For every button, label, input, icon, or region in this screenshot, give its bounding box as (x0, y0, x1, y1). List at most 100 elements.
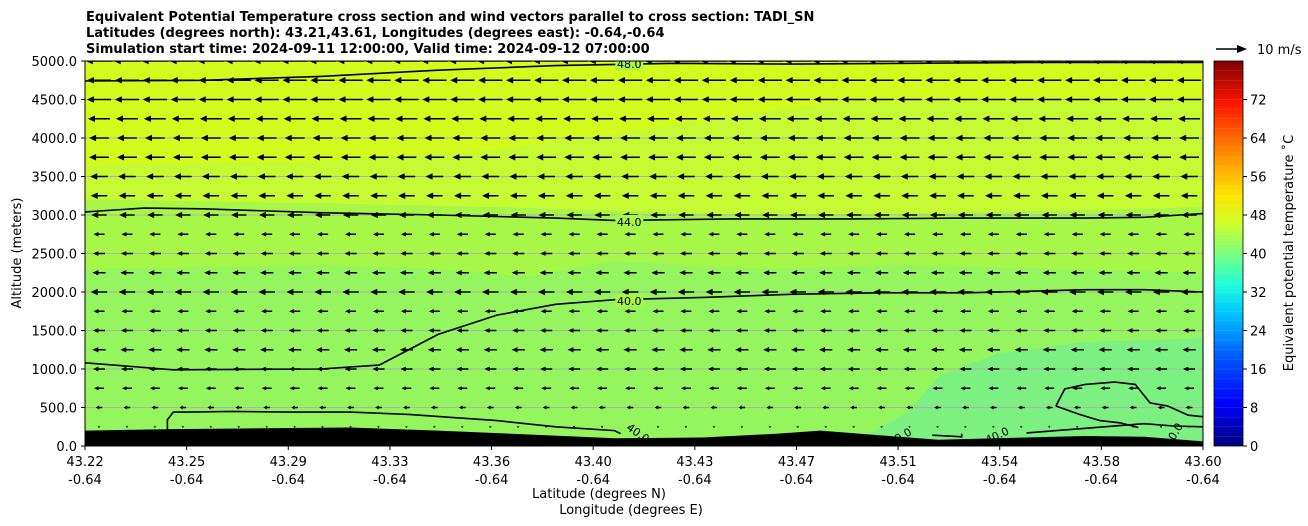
wind-vector-r13-c5 (233, 309, 245, 314)
wind-vector-r7-c6 (258, 192, 275, 199)
wind-vector-r11-c17 (567, 270, 581, 276)
wind-vector-r17-c29 (904, 386, 915, 391)
wind-vector-r19-c15 (517, 425, 520, 428)
wind-vector-r15-c14 (483, 347, 497, 353)
wind-vector-r7-c14 (482, 192, 499, 199)
x-tick-lat-6: 43.43 (676, 455, 713, 470)
wind-vector-r18-c13 (459, 405, 466, 410)
wind-vector-r18-c27 (850, 405, 857, 410)
wind-vector-r17-c7 (289, 386, 300, 391)
wind-vector-r5-c11 (396, 154, 417, 161)
wind-vector-r0-c30 (924, 61, 951, 65)
wind-vector-r2-c21 (673, 96, 699, 103)
x-tick-lon-2: -0.64 (271, 473, 305, 488)
wind-vector-r11-c7 (288, 270, 302, 276)
wind-vector-r11-c3 (176, 270, 190, 276)
wind-vector-r18-c31 (962, 405, 969, 410)
wind-vector-r2-c4 (198, 96, 223, 103)
wind-vector-r15-c22 (707, 347, 721, 353)
wind-vector-r10-c33 (1015, 251, 1028, 256)
x-tick-lat-5: 43.40 (575, 455, 612, 470)
wind-vector-r11-c39 (1182, 270, 1196, 276)
wind-vector-r7-c12 (426, 192, 443, 199)
wind-vector-r12-c39 (1180, 288, 1198, 296)
wind-vector-r13-c18 (596, 309, 608, 314)
wind-vector-r2-c7 (282, 96, 307, 103)
y-tick-label-8: 4000.0 (32, 132, 78, 147)
wind-vector-r12-c28 (873, 288, 890, 296)
wind-vector-r4-c33 (1011, 134, 1032, 142)
wind-vector-r3-c38 (1150, 115, 1173, 122)
wind-vector-r4-c2 (144, 134, 165, 142)
wind-vector-r7-c8 (314, 192, 331, 199)
wind-vector-r3-c4 (199, 115, 222, 122)
wind-vector-r17-c10 (373, 386, 384, 391)
wind-vector-r18-c11 (403, 405, 410, 410)
wind-vector-r1-c4 (198, 77, 223, 84)
wind-vector-r17-c5 (233, 386, 244, 391)
wind-vector-r15-c24 (763, 347, 777, 353)
wind-vector-r13-c31 (959, 309, 971, 314)
wind-vector-r3-c9 (339, 115, 362, 122)
wind-vector-r10-c18 (596, 251, 609, 256)
wind-vector-r6-c2 (146, 173, 164, 180)
wind-vector-r19-c33 (1020, 425, 1023, 428)
wind-vector-r9-c15 (512, 232, 524, 237)
wind-vector-r9-c36 (1099, 232, 1111, 237)
wind-vector-r15-c19 (623, 347, 637, 353)
wind-vector-r4-c19 (620, 134, 640, 142)
wind-vector-r6-c27 (844, 173, 863, 180)
wind-vector-r2-c12 (422, 96, 447, 103)
wind-vector-r16-c9 (344, 366, 357, 372)
wind-vector-r0-c18 (588, 61, 616, 65)
wind-vector-r18-c33 (1018, 405, 1025, 410)
wind-vector-r8-c37 (1125, 211, 1141, 219)
wind-vector-r3-c37 (1122, 115, 1145, 122)
wind-vector-r14-c37 (1127, 328, 1140, 333)
wind-vector-r16-c16 (540, 366, 553, 372)
wind-vector-r12-c25 (789, 288, 806, 296)
contour-label-2: 40.0 (615, 294, 644, 308)
wind-vector-r10-c34 (1043, 251, 1056, 256)
wind-vector-r2-c1 (114, 96, 140, 103)
wind-vector-r8-c36 (1097, 211, 1113, 219)
wind-vector-r12-c29 (901, 288, 918, 296)
wind-vector-r2-c14 (478, 96, 503, 103)
wind-vector-r15-c26 (819, 347, 833, 353)
wind-vector-r4-c24 (759, 134, 780, 142)
wind-vector-r3-c39 (1178, 115, 1201, 122)
wind-vector-r3-c20 (646, 115, 669, 122)
wind-vector-r13-c25 (792, 309, 804, 314)
wind-vector-r14-c38 (1155, 328, 1168, 333)
wind-vector-r9-c31 (959, 232, 971, 237)
wind-vector-r17-c8 (317, 386, 328, 391)
wind-vector-r13-c27 (848, 309, 860, 314)
wind-vector-r4-c9 (340, 134, 361, 142)
y-axis-label: Altitude (meters) (10, 198, 25, 309)
wind-vector-r2-c8 (310, 96, 335, 103)
wind-vector-r4-c34 (1039, 134, 1060, 142)
x-tick-lon-9: -0.64 (983, 473, 1017, 488)
wind-vector-r14-c39 (1182, 328, 1196, 333)
wind-vector-r6-c36 (1096, 173, 1114, 180)
wind-vector-r19-c23 (740, 425, 743, 428)
wind-vector-r16-c24 (763, 366, 776, 372)
x-tick-lon-6: -0.64 (678, 473, 712, 488)
wind-vector-r5-c28 (871, 154, 892, 161)
wind-vector-r10-c32 (987, 251, 1000, 256)
wind-vector-r16-c33 (1015, 366, 1028, 372)
wind-vector-r3-c22 (702, 115, 725, 122)
wind-vector-r6-c16 (537, 173, 555, 180)
wind-vector-r6-c22 (705, 173, 723, 180)
wind-vector-r12-c22 (705, 288, 723, 296)
wind-vector-r9-c28 (876, 232, 888, 237)
wind-vector-r2-c25 (785, 96, 810, 103)
wind-vector-r8-c28 (873, 211, 890, 219)
wind-vector-r5-c17 (564, 154, 585, 161)
wind-vector-r18-c23 (738, 405, 746, 410)
wind-vector-r8-c30 (929, 211, 946, 219)
wind-vector-r9-c29 (904, 232, 916, 237)
colorbar-tick-label-5: 40 (1250, 248, 1267, 263)
x-axis: 43.22 -0.64 43.25 -0.64 43.29 -0.64 43.33 -0.64… (66, 446, 1222, 488)
wind-vector-r7-c39 (1180, 192, 1198, 199)
